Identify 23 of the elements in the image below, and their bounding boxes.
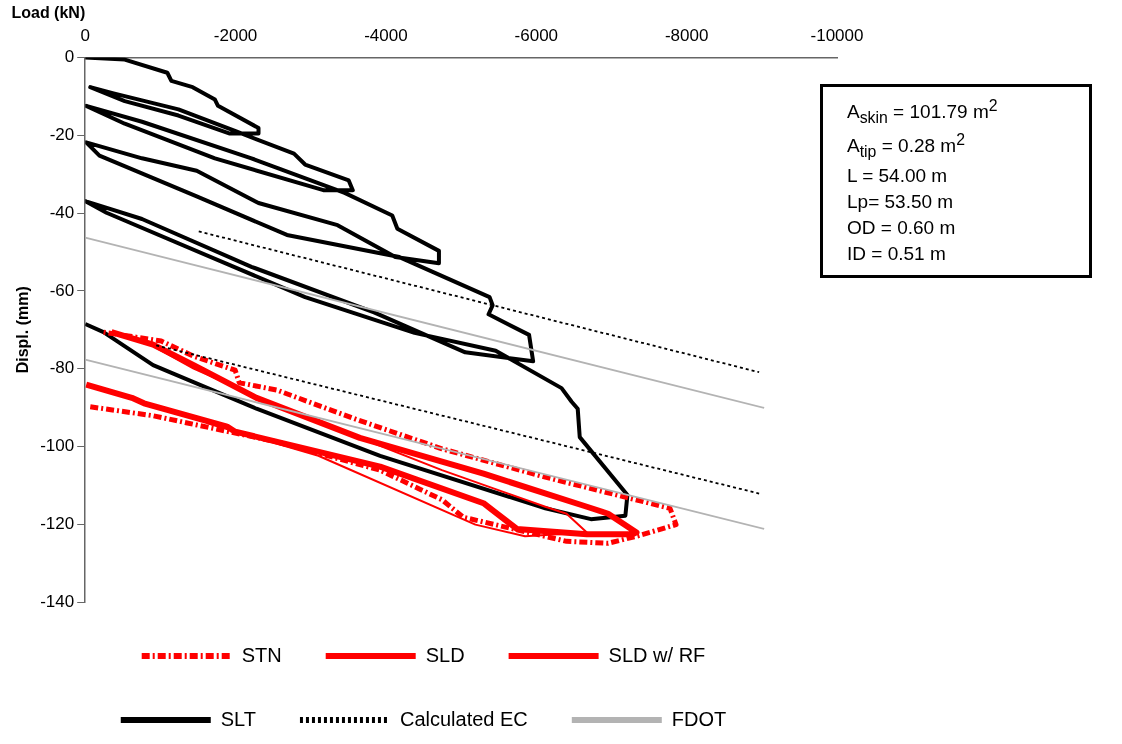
legend-label: FDOT [671, 707, 727, 730]
legend-label: SLD w/ RF [608, 643, 706, 666]
legend-label: STN [241, 643, 282, 666]
info-box: A$_{skin}$ = 101.79 m$^{2}$ A$_{tip}$ = 0.28 m$^{2}$ L = 54.00 m Lp= 53.50 m OD = 0.60 m ID = 0.51 m [820, 84, 1092, 279]
legend-label: SLT [220, 707, 256, 730]
x-tick-label: -8000 [664, 26, 709, 46]
legend-label: SLD [425, 643, 465, 666]
y-tick-label: -140 [40, 591, 75, 611]
x-axis-title: Load (kN) [11, 4, 86, 22]
x-tick-label: 0 [80, 26, 90, 46]
y-tick-label: -60 [49, 280, 75, 300]
x-tick-label: -6000 [514, 26, 559, 46]
y-tick-label: -40 [49, 202, 75, 222]
y-tick-label: -20 [49, 125, 75, 145]
y-axis-title: Displ. (mm) [14, 286, 32, 374]
y-tick-label: -100 [40, 436, 75, 456]
x-tick-label: -4000 [364, 26, 408, 46]
y-tick-label: 0 [64, 47, 75, 67]
x-tick-label: -10000 [810, 26, 864, 46]
x-tick-label: -2000 [213, 26, 258, 46]
y-tick-label: -80 [49, 358, 75, 378]
y-tick-label: -120 [40, 513, 75, 533]
legend-label: Calculated EC [399, 707, 528, 730]
